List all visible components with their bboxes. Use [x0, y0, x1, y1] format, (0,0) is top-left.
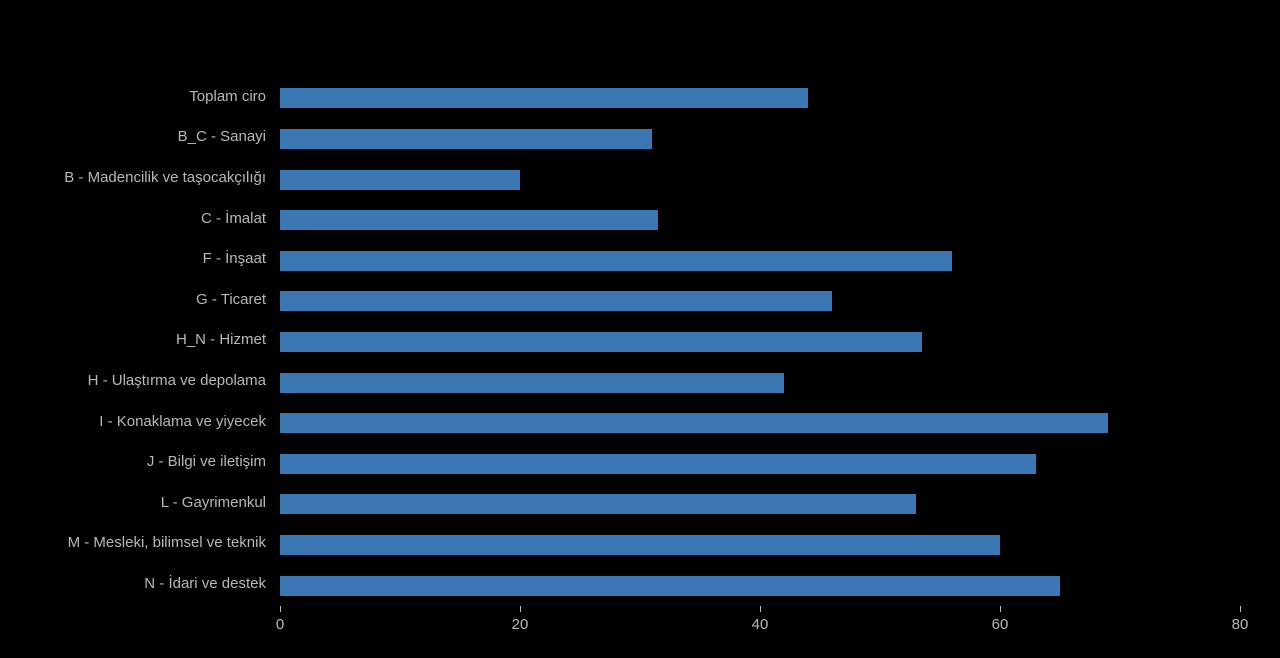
bar-row: [280, 88, 1240, 108]
x-tick-label: 0: [276, 616, 284, 633]
x-tick-label: 80: [1232, 616, 1249, 633]
y-axis-label: G - Ticaret: [196, 291, 266, 308]
y-axis-label: B - Madencilik ve taşocakçılığı: [64, 169, 266, 186]
horizontal-bar-chart: Toplam ciro B_C - Sanayi B - Madencilik ve…: [0, 0, 1280, 658]
bar: [280, 494, 916, 514]
x-tick-label: 40: [752, 616, 769, 633]
x-tick: [1000, 606, 1001, 612]
bar-row: [280, 373, 1240, 393]
bar-row: [280, 413, 1240, 433]
x-tick-label: 20: [512, 616, 529, 633]
bar-row: [280, 129, 1240, 149]
x-tick: [280, 606, 281, 612]
bar-row: [280, 332, 1240, 352]
plot-area: [280, 78, 1240, 606]
y-axis-label: L - Gayrimenkul: [161, 494, 266, 511]
y-axis-label: B_C - Sanayi: [178, 128, 266, 145]
y-axis-label: F - İnşaat: [203, 250, 266, 267]
y-axis-label: M - Mesleki, bilimsel ve teknik: [68, 534, 266, 551]
y-axis-label: H_N - Hizmet: [176, 331, 266, 348]
x-tick-label: 60: [992, 616, 1009, 633]
y-axis-label: C - İmalat: [201, 210, 266, 227]
x-tick: [520, 606, 521, 612]
bar-row: [280, 210, 1240, 230]
bar: [280, 454, 1036, 474]
bar: [280, 251, 952, 271]
bar-row: [280, 535, 1240, 555]
x-tick: [1240, 606, 1241, 612]
y-axis-label: H - Ulaştırma ve depolama: [88, 372, 266, 389]
y-axis-label: N - İdari ve destek: [144, 575, 266, 592]
y-axis-label: I - Konaklama ve yiyecek: [99, 413, 266, 430]
bar: [280, 170, 520, 190]
bar-row: [280, 576, 1240, 596]
bar-row: [280, 251, 1240, 271]
bar: [280, 413, 1108, 433]
bar: [280, 88, 808, 108]
bar-row: [280, 454, 1240, 474]
bar: [280, 373, 784, 393]
y-axis-label: Toplam ciro: [189, 88, 266, 105]
bar: [280, 210, 658, 230]
bar-row: [280, 170, 1240, 190]
bar: [280, 332, 922, 352]
bar-row: [280, 291, 1240, 311]
y-axis-label: J - Bilgi ve iletişim: [147, 453, 266, 470]
bar: [280, 576, 1060, 596]
bar: [280, 129, 652, 149]
bar-row: [280, 494, 1240, 514]
bar: [280, 535, 1000, 555]
bar: [280, 291, 832, 311]
x-tick: [760, 606, 761, 612]
